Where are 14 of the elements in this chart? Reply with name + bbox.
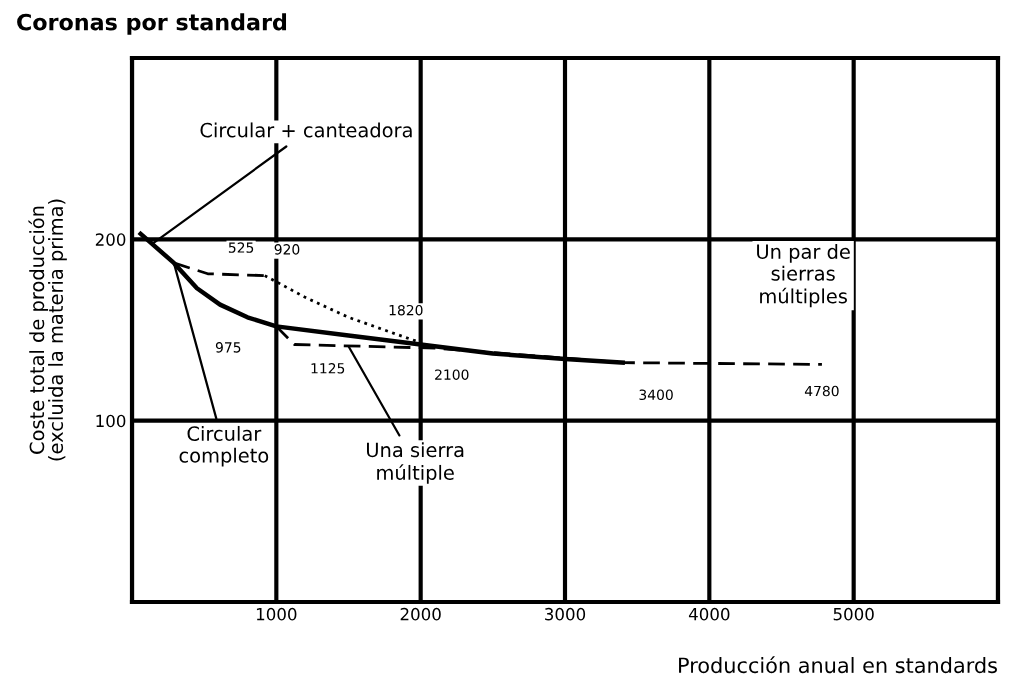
x-tick-label: 2000 [400,607,441,621]
y-axis-title: Coste total de producción (excluida la materia prima) [28,199,67,461]
annotation: Un par de sierras múltiples [757,243,850,308]
x-axis-title: Producción anual en standards [679,656,997,674]
chart-title: Coronas por standard [17,13,287,35]
x-tick-label: 5000 [833,607,874,621]
x-tick-label: 4000 [688,607,730,621]
x-tick-label: 3000 [545,607,586,621]
y-tick-label: 200 [95,233,126,246]
x-tick-label: 1000 [256,607,297,621]
annotation: Circular + canteadora [200,122,412,138]
annotation: Circular completo [179,425,269,467]
annotation: Una sierra múltiple [367,442,464,484]
y-tick-label: 100 [96,414,126,428]
